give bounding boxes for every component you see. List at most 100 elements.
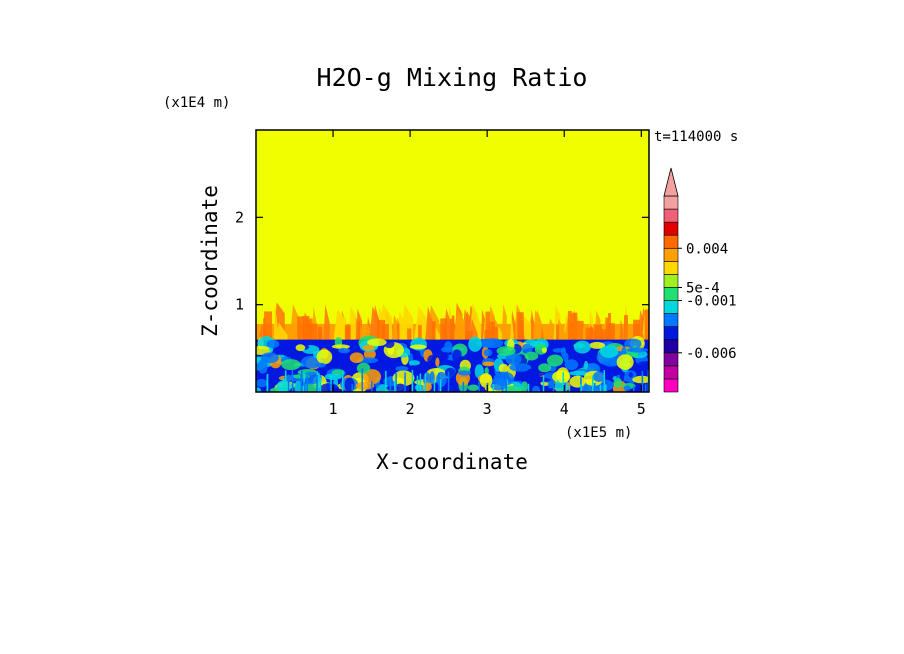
field-cell	[331, 344, 350, 349]
field-plume	[453, 309, 465, 342]
field-streak	[600, 329, 608, 340]
field-streak	[556, 324, 560, 340]
colorbar-segment	[663, 247, 679, 262]
field-cell	[583, 360, 589, 370]
field-streak	[344, 324, 351, 340]
field-cell	[613, 377, 623, 388]
field-cell	[546, 354, 564, 367]
field-cell	[564, 359, 579, 371]
colorbar-label: 0.004	[686, 241, 728, 257]
x-tick-label: 4	[560, 400, 569, 418]
field-cell	[356, 362, 371, 374]
field-cell	[395, 366, 409, 372]
field-cell	[624, 338, 642, 350]
heatmap-area	[256, 130, 649, 392]
field-streak	[377, 319, 386, 340]
field-streak	[341, 371, 344, 392]
field-cell	[324, 373, 343, 380]
field-cell	[522, 343, 533, 354]
field-streak	[351, 384, 354, 392]
field-plume	[532, 309, 541, 342]
field-streak	[431, 321, 436, 340]
x-tick-label: 1	[329, 400, 338, 418]
field-streak	[266, 373, 269, 392]
field-cell	[362, 344, 375, 351]
field-cell	[467, 384, 480, 391]
field-streak	[501, 372, 504, 392]
colorbar-segment	[663, 221, 679, 236]
field-streak	[492, 384, 495, 392]
colorbar-segment	[663, 208, 679, 223]
field-cell	[349, 352, 364, 364]
field-streak	[605, 317, 609, 340]
field-cell	[482, 361, 495, 367]
field-cell	[444, 341, 453, 353]
field-streak	[304, 381, 306, 392]
field-cell	[563, 352, 569, 363]
x-tick-label: 3	[483, 400, 492, 418]
field-cell	[256, 387, 262, 392]
colorbar-segment	[663, 195, 679, 210]
field-streak	[577, 320, 584, 340]
colorbar: 0.004 5e-4-0.001 -0.006	[663, 167, 737, 393]
y-axis: 12	[235, 208, 649, 314]
field-streak	[449, 318, 452, 340]
field-streak	[297, 316, 305, 340]
field-streak	[319, 377, 322, 392]
field-cell	[339, 352, 352, 366]
colorbar-segment	[663, 274, 679, 288]
field-streak	[447, 371, 450, 392]
field-cell	[281, 359, 301, 371]
field-streak	[465, 330, 473, 340]
field-streak	[452, 315, 455, 340]
field-cell	[573, 340, 591, 354]
field-streak	[419, 373, 422, 392]
field-streak	[389, 376, 392, 392]
field-plume	[334, 309, 347, 342]
field-streak	[506, 379, 508, 392]
field-streak	[438, 372, 440, 392]
field-cell	[632, 375, 649, 384]
field-streak	[300, 374, 302, 392]
field-cell	[452, 349, 462, 363]
field-cell	[257, 359, 268, 374]
field-cell	[600, 345, 619, 358]
field-streak	[407, 328, 412, 340]
field-streak	[424, 373, 427, 392]
field-cell	[509, 363, 532, 372]
field-plume	[275, 322, 288, 342]
field-streak	[291, 369, 294, 392]
field-streak	[644, 384, 647, 392]
field-cell	[384, 339, 395, 349]
field-streak	[361, 368, 364, 392]
colorbar-label: 5e-4	[686, 280, 720, 296]
field-streak	[309, 323, 318, 340]
field-cell	[638, 361, 649, 366]
colorbar-segment	[663, 365, 679, 380]
field-streak	[381, 324, 389, 340]
field-cell	[338, 347, 351, 354]
time-label: t=114000 s	[654, 129, 738, 145]
field-streak	[562, 372, 564, 392]
colorbar-segment	[663, 234, 679, 249]
field-streak	[490, 321, 495, 340]
field-cell	[444, 353, 449, 360]
field-streak	[282, 377, 285, 392]
field-streak	[567, 310, 572, 340]
field-streak	[492, 326, 498, 340]
field-cell	[616, 354, 634, 370]
colorbar-segment	[663, 326, 679, 341]
field-streak	[623, 315, 628, 340]
field-plume	[619, 318, 624, 342]
field-cell	[344, 377, 355, 392]
field-cell	[483, 348, 493, 357]
field-cell	[316, 349, 333, 365]
colorbar-label: -0.001	[686, 294, 737, 310]
field-cell	[589, 341, 606, 349]
field-streak	[439, 379, 442, 392]
field-streak	[411, 369, 414, 392]
field-plume	[501, 304, 507, 342]
field-streak	[568, 385, 571, 392]
field-streak	[633, 385, 635, 392]
field-streak	[607, 313, 612, 340]
